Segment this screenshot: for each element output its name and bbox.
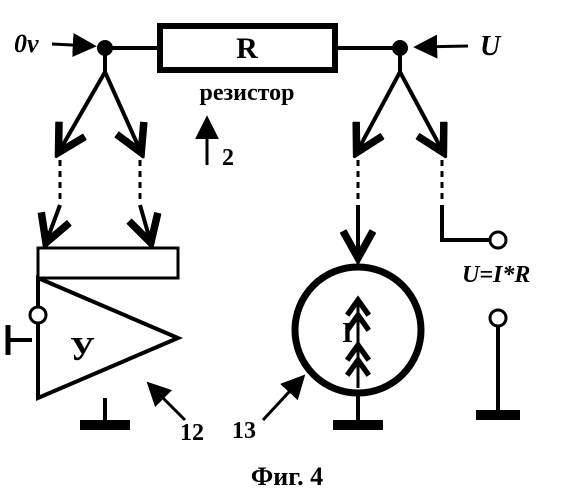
output-label: U=I*R <box>462 262 530 288</box>
amp-ref: 12 <box>180 420 204 446</box>
figure-caption: Фиг. 4 <box>251 462 323 491</box>
resistor-ref: 2 <box>222 145 234 171</box>
current-source: I <box>295 267 421 430</box>
right-input-label: U <box>480 31 502 62</box>
source-label: I <box>342 318 353 349</box>
amplifier: У <box>8 248 178 430</box>
output-terminal-bot <box>490 310 506 326</box>
resistor-sublabel: резистор <box>200 80 295 106</box>
amp-label: У <box>70 331 95 368</box>
left-input-label: 0v <box>14 29 39 58</box>
source-ref: 13 <box>232 418 256 444</box>
output-terminal-top <box>490 232 506 248</box>
resistor-label: R <box>236 32 258 65</box>
